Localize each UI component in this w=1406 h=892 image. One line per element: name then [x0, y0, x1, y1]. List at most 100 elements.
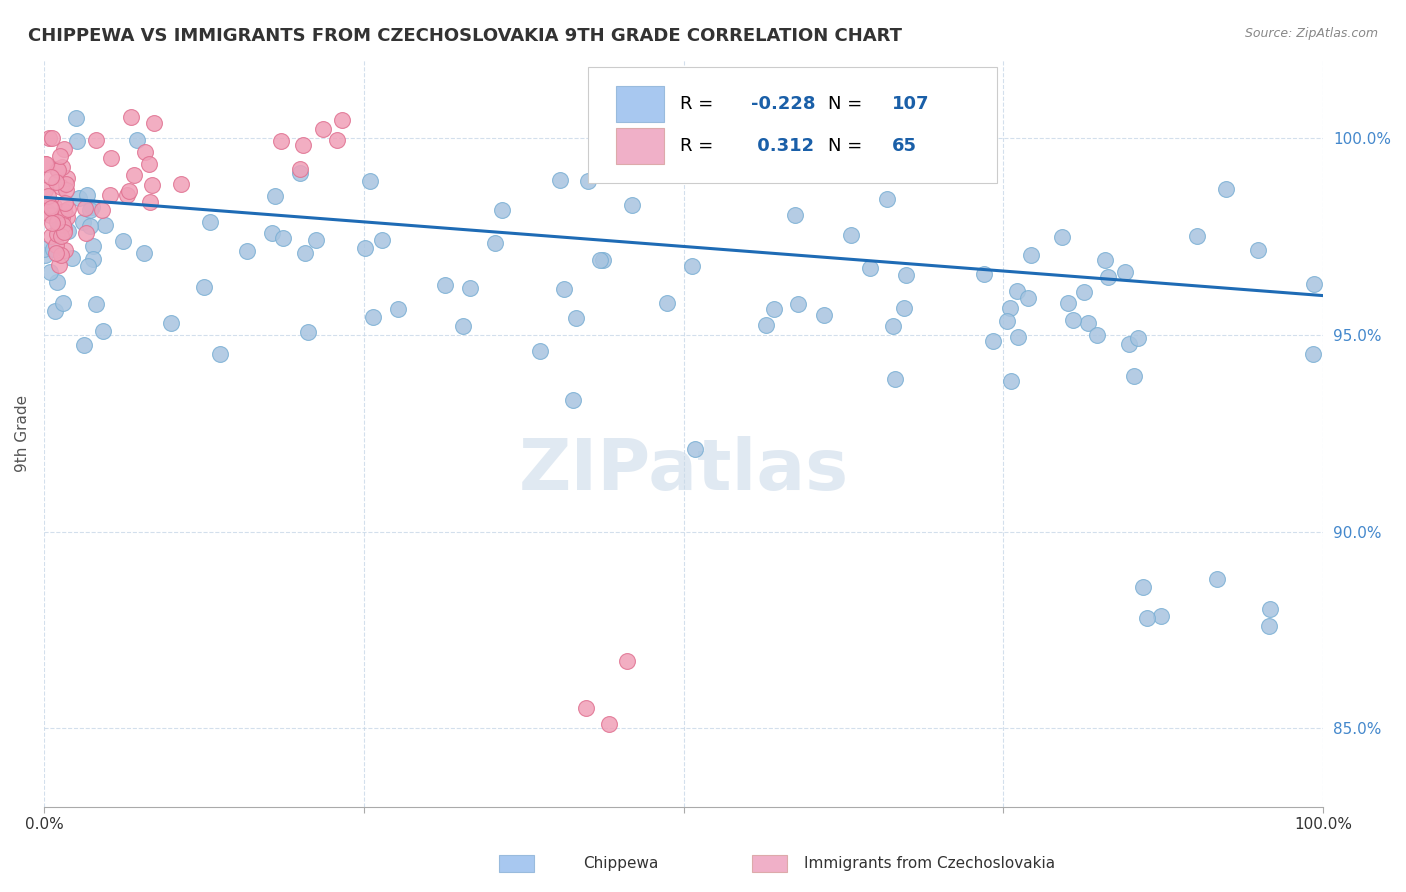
Point: [58, 202, 80, 216]
Point: [44, 303, 66, 318]
Point: [45, 237, 67, 252]
Point: [1019, 247, 1042, 261]
Text: R =: R =: [679, 137, 718, 155]
Point: [141, 178, 163, 193]
Point: [995, 314, 1018, 328]
Point: [139, 194, 162, 209]
Point: [91, 324, 114, 338]
Point: [453, 318, 475, 333]
Point: [1257, 619, 1279, 633]
Point: [893, 301, 915, 315]
Point: [48, 258, 70, 272]
Point: [100, 152, 122, 166]
Text: N =: N =: [828, 137, 868, 155]
Point: [354, 241, 377, 255]
Point: [876, 192, 898, 206]
Point: [598, 717, 620, 731]
Point: [46, 215, 69, 229]
Text: CHIPPEWA VS IMMIGRANTS FROM CZECHOSLOVAKIA 9TH GRADE CORRELATION CHART: CHIPPEWA VS IMMIGRANTS FROM CZECHOSLOVAK…: [28, 27, 903, 45]
Y-axis label: 9th Grade: 9th Grade: [15, 395, 30, 472]
Text: 107: 107: [893, 95, 929, 112]
Point: [1114, 265, 1136, 279]
Point: [34, 183, 56, 197]
Point: [35, 205, 58, 219]
Point: [34, 157, 56, 171]
Point: [973, 267, 995, 281]
Point: [839, 227, 862, 242]
Point: [491, 203, 513, 218]
Point: [160, 317, 183, 331]
Point: [592, 253, 614, 268]
Point: [1302, 277, 1324, 291]
Point: [82, 252, 104, 266]
Point: [39, 228, 62, 243]
Point: [859, 261, 882, 276]
Point: [434, 277, 457, 292]
Point: [263, 189, 285, 203]
Point: [1118, 336, 1140, 351]
Point: [45, 175, 67, 189]
Point: [56, 224, 79, 238]
Point: [94, 218, 117, 232]
Point: [79, 219, 101, 234]
Point: [1149, 608, 1171, 623]
Point: [38, 265, 60, 279]
Point: [39, 199, 62, 213]
Point: [198, 215, 221, 229]
Point: [122, 168, 145, 182]
Point: [359, 174, 381, 188]
Point: [548, 172, 571, 186]
Point: [82, 239, 104, 253]
Point: [1097, 270, 1119, 285]
Point: [575, 700, 598, 714]
Point: [371, 233, 394, 247]
Point: [1000, 374, 1022, 388]
Point: [1206, 573, 1229, 587]
Text: ZIPatlas: ZIPatlas: [519, 436, 849, 505]
Point: [553, 282, 575, 296]
Point: [56, 211, 79, 225]
Point: [75, 201, 97, 215]
Point: [894, 268, 917, 282]
Point: [1126, 331, 1149, 345]
Point: [34, 248, 56, 262]
Point: [52, 203, 75, 218]
Point: [46, 162, 69, 177]
Point: [1187, 228, 1209, 243]
Point: [42, 199, 65, 213]
Point: [821, 156, 844, 170]
Point: [37, 188, 59, 202]
Point: [76, 259, 98, 273]
Point: [1062, 312, 1084, 326]
Point: [621, 198, 644, 212]
Point: [1077, 316, 1099, 330]
Point: [51, 248, 73, 262]
Point: [193, 280, 215, 294]
Point: [1302, 347, 1324, 361]
Point: [763, 301, 786, 316]
Point: [1052, 230, 1074, 244]
Point: [67, 191, 90, 205]
Point: [305, 233, 328, 247]
Point: [138, 156, 160, 170]
Point: [115, 187, 138, 202]
Point: [45, 245, 67, 260]
Point: [143, 116, 166, 130]
Point: [39, 170, 62, 185]
Point: [361, 310, 384, 324]
Point: [785, 208, 807, 222]
Text: 0.312: 0.312: [751, 137, 814, 155]
Point: [1094, 252, 1116, 267]
Text: -0.228: -0.228: [751, 95, 815, 112]
Point: [1056, 296, 1078, 310]
Point: [1247, 243, 1270, 257]
Point: [681, 260, 703, 274]
Point: [53, 196, 76, 211]
Point: [111, 234, 134, 248]
Point: [387, 302, 409, 317]
FancyBboxPatch shape: [499, 855, 534, 872]
Point: [52, 142, 75, 156]
Point: [484, 236, 506, 251]
Point: [118, 184, 141, 198]
Point: [1136, 611, 1159, 625]
